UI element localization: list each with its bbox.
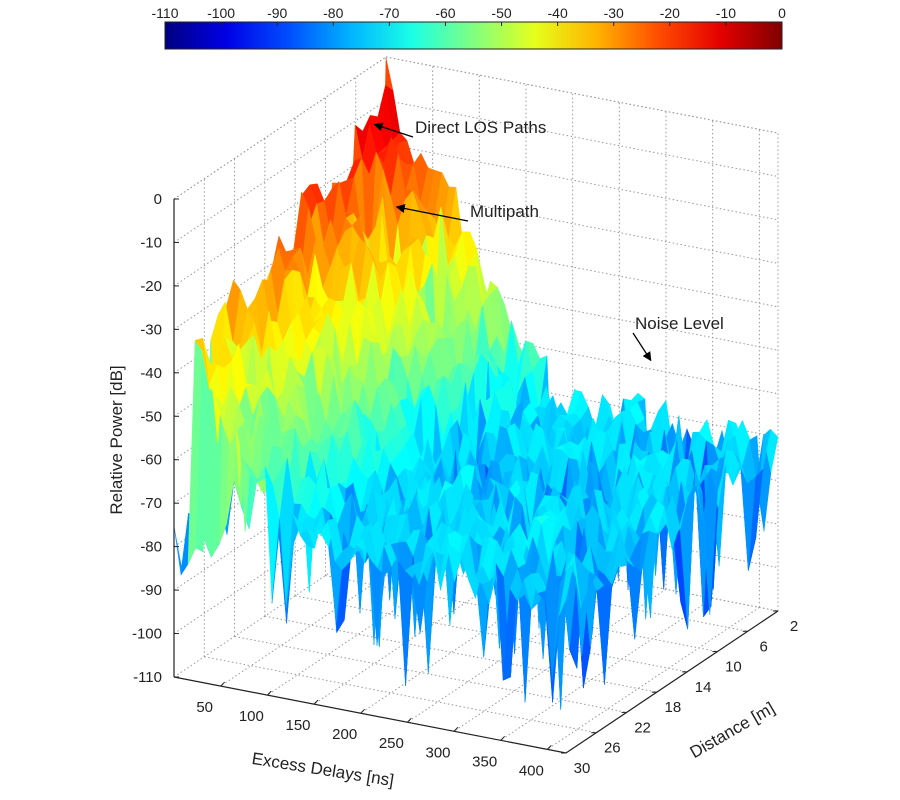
colorbar-tick-label: -100 <box>207 5 235 21</box>
z-tick-label: -30 <box>140 321 162 338</box>
surface-patch <box>596 585 612 685</box>
grid-line <box>385 56 779 134</box>
grid-line <box>264 615 657 693</box>
y-axis-label: Distance [m] <box>687 698 778 762</box>
surface <box>173 57 779 710</box>
grid-line <box>453 588 667 732</box>
colorbar-tick-label: -60 <box>435 5 455 21</box>
grid-line <box>220 543 433 687</box>
grid-line <box>407 579 620 723</box>
annotation-label: Direct LOS Paths <box>415 118 546 137</box>
x-tick <box>406 717 412 723</box>
colorbar-tick-label: 0 <box>778 5 786 21</box>
grid-line <box>547 606 760 750</box>
x-tick <box>266 690 272 696</box>
x-tick-label: 150 <box>285 717 310 734</box>
colorbar-tick-label: -50 <box>491 5 511 21</box>
colorbar-tick-label: -20 <box>660 5 680 21</box>
surface-patch <box>397 560 413 686</box>
x-tick <box>453 726 459 732</box>
z-axis-label: Relative Power [dB] <box>107 365 126 514</box>
colorbar: -110 -100 -90 -80 -70 -60 -50 -40 -30 -20 -10 0 <box>152 5 786 50</box>
x-tick <box>313 699 319 705</box>
y-tick-label: 26 <box>604 740 621 757</box>
grid-line <box>385 143 779 221</box>
grid-line <box>267 552 480 696</box>
annotation-label: Multipath <box>470 202 539 221</box>
colorbar-tick-label: -110 <box>152 5 179 21</box>
x-tick-label: 400 <box>519 762 544 779</box>
x-tick-label: 200 <box>332 726 357 743</box>
x-tick-label: 350 <box>472 753 497 770</box>
colorbar-tick-label: -40 <box>548 5 568 21</box>
x-tick <box>360 708 366 714</box>
y-tick-label: 30 <box>574 760 591 777</box>
x-tick-label: 100 <box>239 708 264 725</box>
colorbar-tick-label: -80 <box>323 5 343 21</box>
z-tick-label: -80 <box>140 539 162 556</box>
x-tick <box>220 681 226 687</box>
axes: 0 -10 -20 -30 -40 -50 -60 -70 -80 -90 -100 -110 50 10… <box>132 191 798 779</box>
x-tick-label: 50 <box>196 699 213 716</box>
z-tick-label: 0 <box>154 191 162 208</box>
grid-line <box>173 100 387 243</box>
colorbar-tick-label: -10 <box>716 5 736 21</box>
annotation-arrow <box>632 332 652 362</box>
x-tick-label: 300 <box>425 744 450 761</box>
y-tick-label: 10 <box>725 659 742 676</box>
x-tick <box>546 745 552 750</box>
colorbar-tick-label: -90 <box>267 5 287 21</box>
z-tick-label: -110 <box>133 669 162 686</box>
x-tick <box>500 735 506 741</box>
x-tick-label: 250 <box>379 735 404 752</box>
z-tick-label: -20 <box>140 278 162 295</box>
grid-line <box>173 56 387 200</box>
surface-patch <box>558 563 574 616</box>
z-tick-label: -60 <box>140 452 162 469</box>
axis-line <box>565 610 779 754</box>
grid-line <box>313 561 527 705</box>
surface-patch <box>626 560 642 640</box>
colorbar-tick-label: -30 <box>604 5 624 21</box>
annotation-arrow <box>395 204 469 222</box>
grid-line <box>173 143 387 287</box>
z-tick-label: -50 <box>140 408 162 425</box>
grid-line <box>385 99 779 177</box>
grid-line <box>204 656 597 734</box>
grid-line <box>500 597 713 741</box>
z-tick-label: -90 <box>140 582 162 599</box>
z-tick-label: -10 <box>140 234 162 251</box>
y-tick-label: 18 <box>665 699 682 716</box>
x-axis-label: Excess Delays [ns] <box>250 749 395 790</box>
grid-line <box>360 570 573 714</box>
grid-line <box>173 534 387 678</box>
z-tick-label: -70 <box>140 495 162 512</box>
y-tick-label: 2 <box>790 618 798 635</box>
z-tick-label: -100 <box>132 626 162 643</box>
annotation-arrow <box>373 122 414 138</box>
y-tick-label: 6 <box>760 638 768 655</box>
annotations: Direct LOS Paths Multipath Noise Level <box>373 118 724 362</box>
grid-line <box>385 186 779 264</box>
y-tick-label: 14 <box>695 679 712 696</box>
annotation-label: Noise Level <box>635 314 724 333</box>
y-tick-label: 22 <box>634 719 651 736</box>
colorbar-tick-label: -70 <box>379 5 399 21</box>
colorbar-gradient <box>164 21 783 50</box>
z-tick-label: -40 <box>140 365 162 382</box>
grid-line <box>385 360 779 438</box>
